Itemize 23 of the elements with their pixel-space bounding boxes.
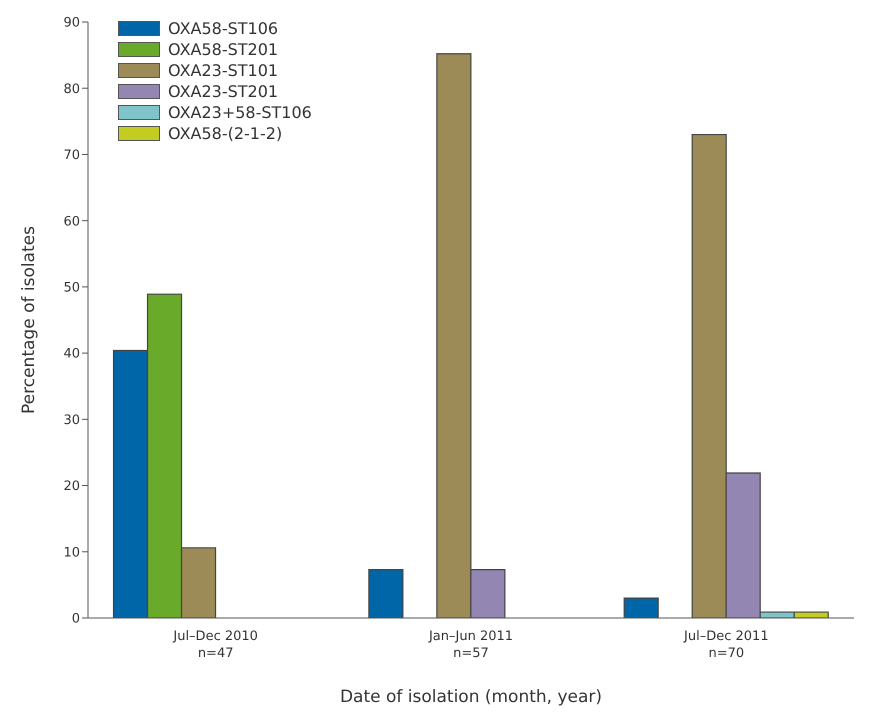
legend-label: OXA58-ST106 bbox=[168, 18, 278, 38]
y-tick-label: 10 bbox=[63, 545, 80, 560]
legend-label: OXA58-(2-1-2) bbox=[168, 124, 282, 144]
y-tick-label: 30 bbox=[63, 412, 80, 428]
legend-label: OXA23-ST201 bbox=[168, 82, 278, 102]
y-tick-label: 50 bbox=[63, 280, 80, 296]
y-tick-label: 20 bbox=[63, 479, 80, 494]
y-tick-label: 0 bbox=[72, 612, 80, 627]
y-tick-label: 90 bbox=[63, 16, 80, 31]
bar bbox=[368, 569, 404, 618]
bar bbox=[624, 598, 659, 618]
y-tick-label: 60 bbox=[63, 214, 80, 230]
legend-label: OXA58-ST201 bbox=[168, 40, 278, 60]
x-tick-label: Jul–Dec 2011 n=70 bbox=[683, 629, 769, 661]
legend-label: OXA23+58-ST106 bbox=[168, 102, 312, 122]
y-axis-title: Percentage of isolates bbox=[19, 226, 40, 414]
y-tick-label: 70 bbox=[63, 148, 80, 164]
y-tick-label: 40 bbox=[63, 346, 80, 362]
x-tick-label: Jul–Dec 2010 n=47 bbox=[172, 629, 258, 661]
legend-label: OXA23-ST101 bbox=[168, 60, 278, 80]
y-tick-label: 80 bbox=[63, 82, 80, 97]
x-axis-title: Date of isolation (month, year) bbox=[340, 687, 602, 707]
x-tick-label: Jan–Jun 2011 n=57 bbox=[428, 629, 514, 661]
